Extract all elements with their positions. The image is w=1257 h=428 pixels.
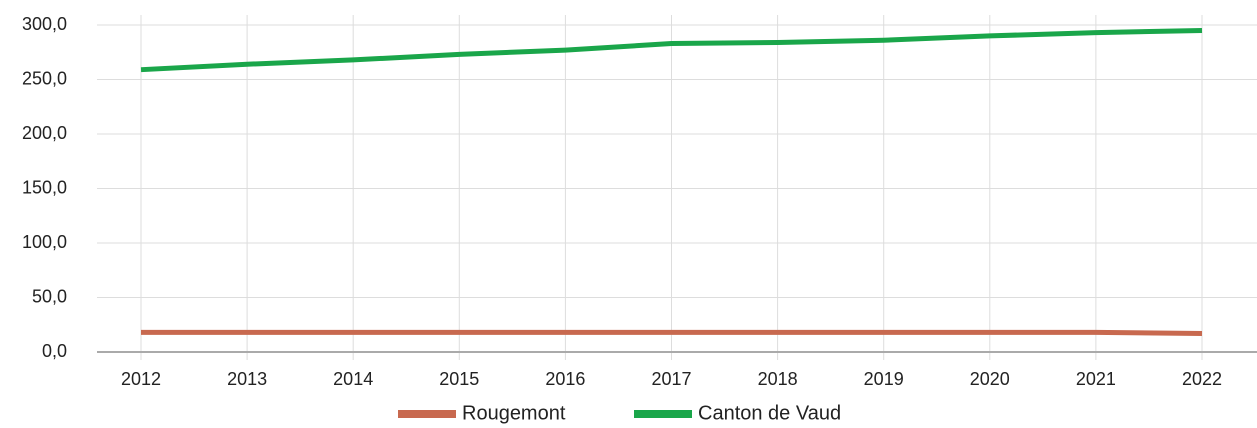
- x-tick-label: 2013: [227, 369, 267, 389]
- x-tick-label: 2014: [333, 369, 373, 389]
- legend-swatch: [634, 410, 692, 418]
- series-line: [141, 329, 1203, 336]
- x-tick-label: 2019: [864, 369, 904, 389]
- legend-label: Rougemont: [462, 402, 566, 424]
- legend-swatch: [398, 410, 456, 418]
- x-tick-label: 2018: [758, 369, 798, 389]
- y-tick-label: 200,0: [22, 123, 67, 143]
- y-tick-label: 100,0: [22, 232, 67, 252]
- legend-label: Canton de Vaud: [698, 402, 841, 424]
- y-tick-label: 250,0: [22, 68, 67, 88]
- x-tick-label: 2016: [545, 369, 585, 389]
- series-line: [140, 27, 1203, 73]
- y-tick-label: 150,0: [22, 177, 67, 197]
- x-tick-label: 2021: [1076, 369, 1116, 389]
- x-tick-label: 2020: [970, 369, 1010, 389]
- x-tick-label: 2017: [651, 369, 691, 389]
- y-tick-label: 300,0: [22, 14, 67, 34]
- y-tick-label: 0,0: [42, 341, 67, 361]
- y-tick-label: 50,0: [32, 286, 67, 306]
- x-tick-label: 2022: [1182, 369, 1222, 389]
- x-tick-label: 2012: [121, 369, 161, 389]
- x-tick-label: 2015: [439, 369, 479, 389]
